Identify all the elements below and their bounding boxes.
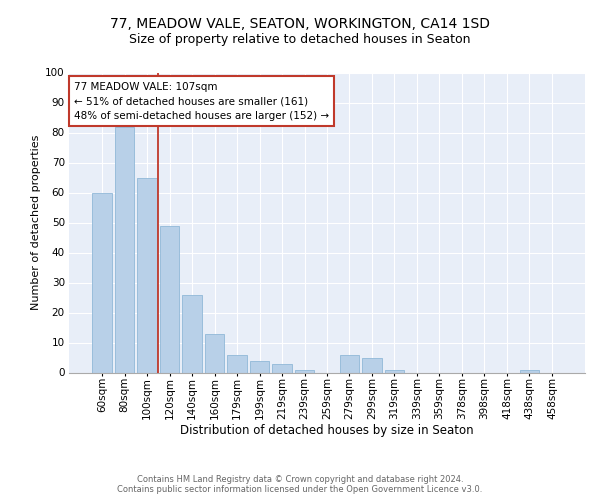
Bar: [115, 126, 134, 372]
Bar: [385, 370, 404, 372]
Bar: [295, 370, 314, 372]
Bar: [92, 192, 112, 372]
Bar: [272, 364, 292, 372]
Bar: [160, 226, 179, 372]
Text: Size of property relative to detached houses in Seaton: Size of property relative to detached ho…: [129, 32, 471, 46]
Text: Contains HM Land Registry data © Crown copyright and database right 2024.
Contai: Contains HM Land Registry data © Crown c…: [118, 474, 482, 494]
Bar: [182, 294, 202, 372]
Bar: [362, 358, 382, 372]
Bar: [520, 370, 539, 372]
Bar: [227, 354, 247, 372]
Text: 77 MEADOW VALE: 107sqm
← 51% of detached houses are smaller (161)
48% of semi-de: 77 MEADOW VALE: 107sqm ← 51% of detached…: [74, 82, 329, 121]
Bar: [340, 354, 359, 372]
Y-axis label: Number of detached properties: Number of detached properties: [31, 135, 41, 310]
X-axis label: Distribution of detached houses by size in Seaton: Distribution of detached houses by size …: [180, 424, 474, 438]
Bar: [250, 360, 269, 372]
Bar: [137, 178, 157, 372]
Text: 77, MEADOW VALE, SEATON, WORKINGTON, CA14 1SD: 77, MEADOW VALE, SEATON, WORKINGTON, CA1…: [110, 18, 490, 32]
Bar: [205, 334, 224, 372]
